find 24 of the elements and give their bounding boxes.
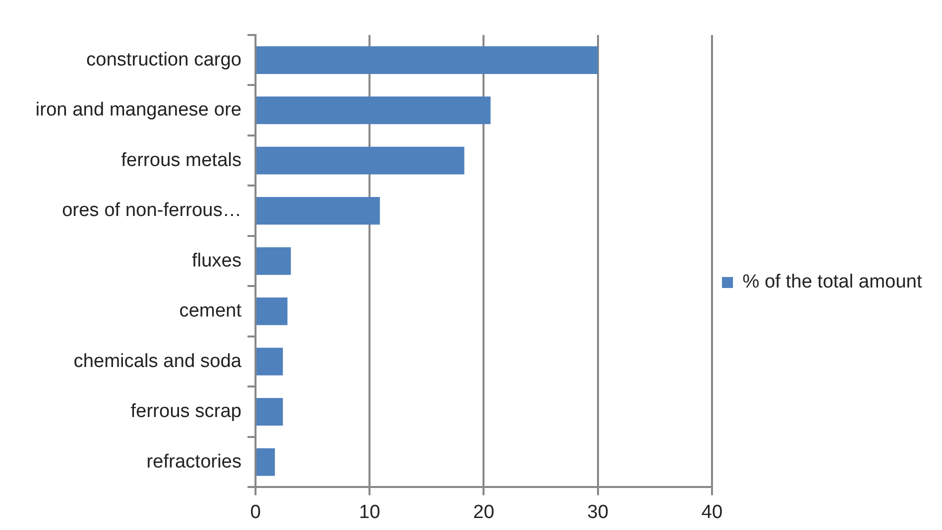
y-tick-label: iron and manganese ore <box>36 100 242 121</box>
y-tick-label: fluxes <box>192 250 242 272</box>
bar <box>256 298 288 326</box>
x-tick-label: 30 <box>587 502 608 523</box>
x-tick-label: 0 <box>250 502 261 523</box>
y-tick-label: chemicals and soda <box>74 350 242 372</box>
y-tick-label: ferrous metals <box>121 150 242 171</box>
y-tick-label: cement <box>179 300 242 322</box>
bar <box>256 96 491 124</box>
bar <box>256 448 275 476</box>
bar <box>256 46 598 74</box>
y-tick-label: refractories <box>146 451 242 472</box>
x-tick-label: 40 <box>701 502 723 523</box>
legend-label: % of the total amount <box>742 272 923 293</box>
bar <box>256 398 283 426</box>
x-tick-label: 10 <box>359 502 380 523</box>
y-tick-label: ferrous scrap <box>130 401 242 422</box>
x-tick-label: 20 <box>473 502 494 523</box>
bar <box>256 197 380 225</box>
bar <box>256 348 283 376</box>
bar <box>256 247 291 275</box>
bar <box>256 146 464 174</box>
y-tick-label: construction cargo <box>86 49 242 70</box>
y-tick-label: ores of non-ferrous… <box>62 200 242 222</box>
